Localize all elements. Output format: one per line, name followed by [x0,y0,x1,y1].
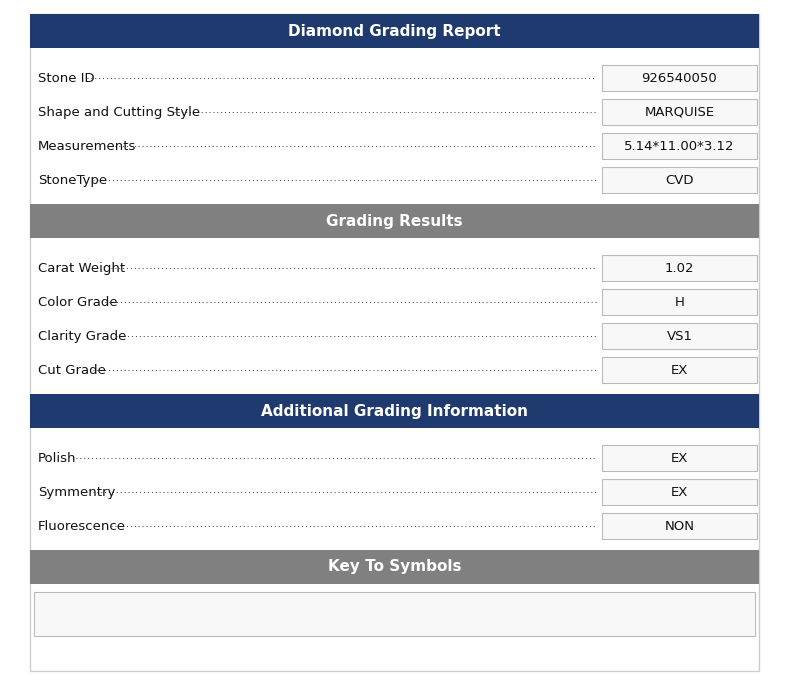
Bar [602,445,757,471]
Text: NON: NON [664,519,694,532]
Bar [30,394,759,428]
Text: StoneType: StoneType [38,173,107,186]
Text: Shape and Cutting Style: Shape and Cutting Style [38,105,200,119]
Bar [602,357,757,383]
Text: Clarity Grade: Clarity Grade [38,329,126,342]
Bar [602,65,757,91]
Text: MARQUISE: MARQUISE [645,105,715,119]
Text: VS1: VS1 [667,329,693,342]
Bar [602,289,757,315]
Text: 5.14*11.00*3.12: 5.14*11.00*3.12 [624,140,735,153]
Bar [602,479,757,505]
Bar [30,204,759,238]
Bar [34,592,755,636]
Bar [602,255,757,281]
Text: Measurements: Measurements [38,140,136,153]
Text: 926540050: 926540050 [641,71,717,84]
Text: Grading Results: Grading Results [326,214,463,229]
Bar [602,133,757,159]
Text: H: H [675,295,684,308]
Text: Diamond Grading Report: Diamond Grading Report [288,23,501,38]
Text: Additional Grading Information: Additional Grading Information [261,403,528,419]
Text: Key To Symbols: Key To Symbols [327,560,462,575]
Text: CVD: CVD [665,173,694,186]
Text: EX: EX [671,486,688,499]
Text: Stone ID: Stone ID [38,71,95,84]
Bar [602,167,757,193]
Bar [602,513,757,539]
Text: Symmentry: Symmentry [38,486,115,499]
Text: Carat Weight: Carat Weight [38,262,125,275]
Text: EX: EX [671,364,688,377]
Bar [602,323,757,349]
Text: Fluorescence: Fluorescence [38,519,126,532]
Text: Color Grade: Color Grade [38,295,118,308]
Bar [30,550,759,584]
Bar [602,99,757,125]
Text: Polish: Polish [38,451,77,464]
Text: 1.02: 1.02 [665,262,694,275]
Text: Cut Grade: Cut Grade [38,364,106,377]
Bar [30,14,759,48]
Text: EX: EX [671,451,688,464]
